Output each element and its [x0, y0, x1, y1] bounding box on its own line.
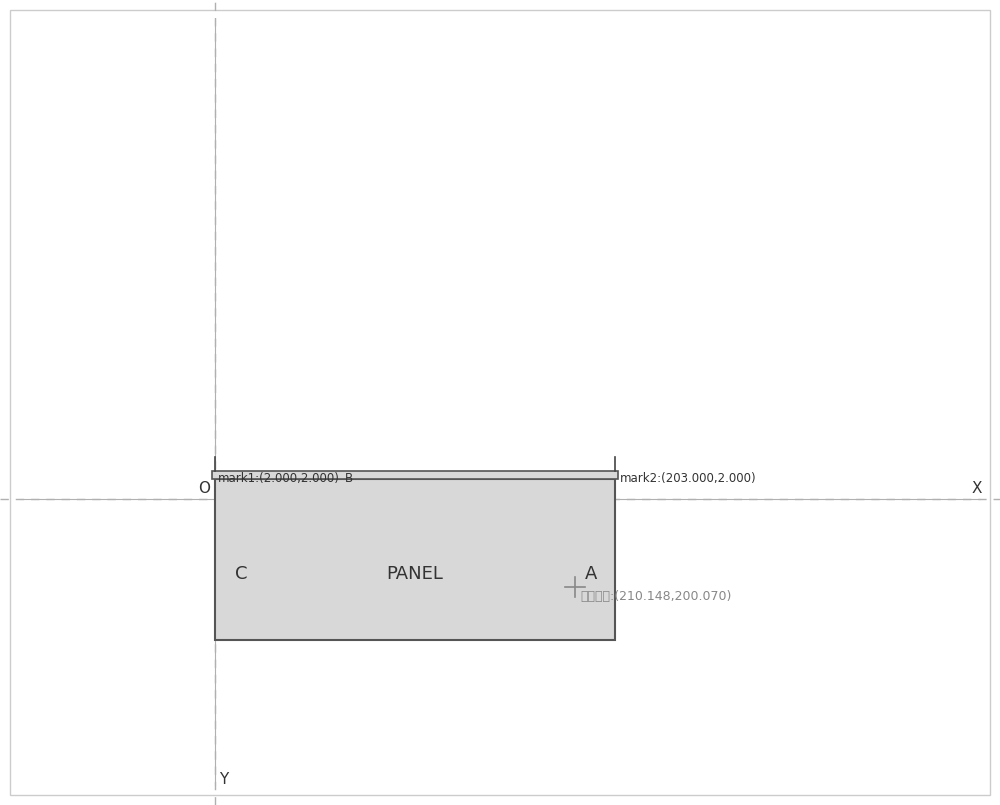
Text: X: X: [972, 481, 982, 496]
Text: C: C: [235, 565, 248, 583]
Text: mark2:(203.000,2.000): mark2:(203.000,2.000): [620, 472, 757, 485]
Text: O: O: [198, 481, 210, 496]
Text: Y: Y: [219, 772, 228, 787]
Text: A: A: [585, 565, 597, 583]
Text: B: B: [345, 472, 353, 485]
Text: mark1:(2.000,2.000): mark1:(2.000,2.000): [218, 472, 340, 485]
Bar: [215, 479, 615, 640]
Text: 旋转中心:(210.148,200.070): 旋转中心:(210.148,200.070): [580, 590, 731, 603]
Bar: [212, 471, 618, 479]
Text: PANEL: PANEL: [387, 565, 443, 583]
